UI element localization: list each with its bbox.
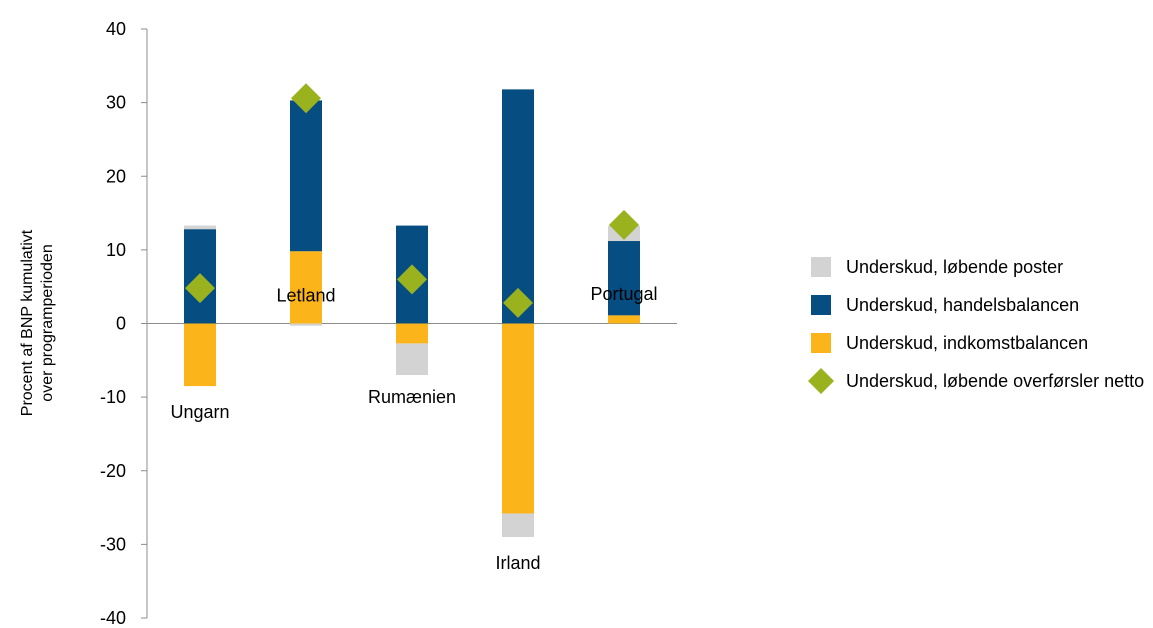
legend: Underskud, løbende poster Underskud, hand… [808, 257, 1144, 394]
category-labels: Ungarn Letland Rumænien Irland Portugal [170, 284, 657, 573]
category-label: Portugal [590, 284, 657, 304]
y-tick-label: -40 [100, 608, 126, 628]
legend-label: Underskud, løbende poster [846, 257, 1063, 277]
bar-segment [184, 323, 216, 387]
category-label: Ungarn [170, 402, 229, 422]
legend-swatch [811, 257, 831, 277]
category-label: Rumænien [368, 387, 456, 407]
y-tick-label: 20 [106, 166, 126, 186]
bar-segment [502, 513, 534, 538]
y-axis-title-line-2: over programperioden [39, 244, 56, 401]
y-axis-title: Procent af BNP kumulativt over programpe… [19, 229, 56, 416]
diamond-marker [397, 264, 427, 295]
bar-segment [396, 323, 428, 344]
legend-label: Underskud, handelsbalancen [846, 295, 1079, 315]
markers [185, 83, 639, 318]
y-tick-label: -20 [100, 461, 126, 481]
y-tick-label: 40 [106, 19, 126, 39]
y-tick-label: 10 [106, 240, 126, 260]
diamond-marker [291, 83, 321, 114]
bar-segment [184, 225, 216, 230]
diamond-marker [185, 273, 215, 304]
category-label: Irland [495, 553, 540, 573]
legend-swatch [811, 295, 831, 315]
bar-segment [290, 100, 322, 252]
legend-swatch [808, 368, 834, 394]
diamond-marker [503, 287, 533, 318]
bar-segment [290, 251, 322, 324]
axes: -40 -30 -20 -10 0 10 20 30 40 [100, 19, 677, 628]
y-tick-label: 0 [116, 314, 126, 334]
category-label: Letland [276, 286, 335, 306]
y-tick-label: -10 [100, 387, 126, 407]
bar-segment [608, 315, 640, 324]
y-tick-label: 30 [106, 93, 126, 113]
bar-segment [502, 89, 534, 324]
bars [184, 89, 640, 538]
bar-segment [396, 343, 428, 376]
diamond-marker [609, 209, 639, 240]
bar-segment [608, 241, 640, 316]
y-tick-label: -30 [100, 534, 126, 554]
legend-swatch [811, 333, 831, 353]
legend-label: Underskud, indkomstbalancen [846, 333, 1088, 353]
y-axis-title-line-1: Procent af BNP kumulativt [19, 229, 36, 416]
bar-segment [290, 323, 322, 326]
legend-label: Underskud, løbende overførsler netto [846, 371, 1144, 391]
bar-segment [502, 323, 534, 514]
